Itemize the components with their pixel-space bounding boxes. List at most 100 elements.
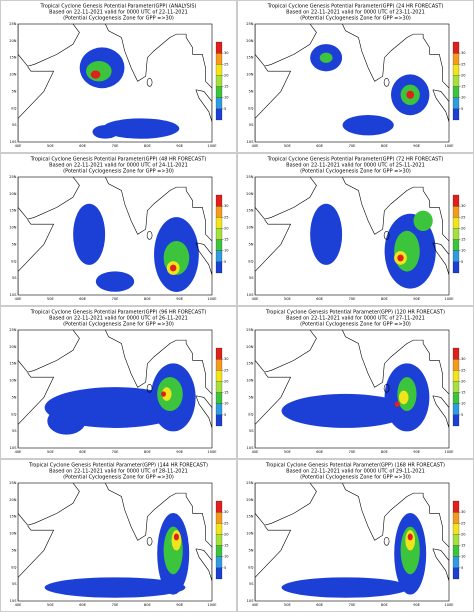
lat-label: 10N xyxy=(246,532,254,536)
lon-label: 90E xyxy=(176,450,184,454)
lat-label: 20N xyxy=(9,39,17,43)
colorbar-swatch xyxy=(215,194,223,207)
lon-label: 50E xyxy=(284,603,292,607)
lat-label: 20N xyxy=(9,192,17,196)
gpp-zone xyxy=(173,533,179,541)
lat-label: 10S xyxy=(10,140,18,144)
lon-label: 40E xyxy=(252,297,260,301)
lat-label: 10S xyxy=(247,599,255,603)
colorbar-tick-label: 25 xyxy=(224,368,229,372)
lat-label: 15N xyxy=(246,362,254,366)
colorbar-swatch xyxy=(452,381,460,393)
lon-label: 40E xyxy=(15,603,23,607)
coastline xyxy=(18,372,55,448)
colorbar-tick-label: 15 xyxy=(224,544,229,548)
colorbar-swatch xyxy=(215,392,223,404)
colorbar-tick-label: 5 xyxy=(461,413,463,417)
colorbar-swatch xyxy=(215,512,223,524)
colorbar-swatch xyxy=(452,75,460,87)
coastline xyxy=(255,219,292,295)
sri-lanka xyxy=(146,231,153,240)
lon-label: 70E xyxy=(112,450,120,454)
coastline xyxy=(18,66,55,142)
gpp-zone xyxy=(44,577,186,598)
gpp-zone xyxy=(281,577,410,598)
gpp-zone xyxy=(90,70,101,79)
map-frame xyxy=(254,329,450,449)
colorbar-tick-label: 20 xyxy=(224,226,229,230)
map xyxy=(255,483,449,601)
colorbar-tick-label: 5 xyxy=(224,413,226,417)
lon-label: 60E xyxy=(79,144,87,148)
panel: Tropical Cyclone Genesis Potential Param… xyxy=(0,0,237,153)
lon-label: 100E xyxy=(207,603,217,607)
colorbar-swatch xyxy=(452,403,460,415)
lon-label: 40E xyxy=(15,297,23,301)
panel-note: (Potential Cyclogenesis Zone for GPP =>3… xyxy=(300,169,411,175)
gpp-zone xyxy=(92,125,119,139)
gpp-zone xyxy=(397,254,404,262)
panel-subtitle: Based on 22-11-2021 valid for 0000 UTC o… xyxy=(49,469,188,475)
lat-label: 10S xyxy=(247,446,255,450)
lat-label: 25N xyxy=(246,22,254,26)
colorbar-tick-label: 15 xyxy=(461,85,466,89)
lon-label: 50E xyxy=(47,603,55,607)
panel: Tropical Cyclone Genesis Potential Param… xyxy=(0,153,237,306)
lat-label: 10S xyxy=(247,293,255,297)
lat-label: 10N xyxy=(9,73,17,77)
lon-label: 40E xyxy=(15,144,23,148)
lon-label: 100E xyxy=(444,297,454,301)
lat-label: 10N xyxy=(9,379,17,383)
lat-label: 25N xyxy=(246,328,254,332)
lat-label: 20N xyxy=(9,498,17,502)
colorbar-swatch xyxy=(452,500,460,513)
panel-subtitle: Based on 22-11-2021 valid for 0000 UTC o… xyxy=(286,10,425,16)
gpp-zone xyxy=(398,390,409,405)
colorbar-swatch xyxy=(452,108,460,121)
coastline xyxy=(105,24,212,89)
lat-label: EQ xyxy=(248,106,253,110)
lat-label: 5N xyxy=(12,242,17,246)
lat-label: 20N xyxy=(246,192,254,196)
colorbar-swatch xyxy=(215,359,223,371)
lat-label: 5N xyxy=(249,548,254,552)
lat-label: 10N xyxy=(246,379,254,383)
colorbar-swatch xyxy=(452,556,460,568)
coastline xyxy=(255,483,317,526)
lon-label: 60E xyxy=(316,144,324,148)
colorbar-swatch xyxy=(215,567,223,580)
colorbar-tick-label: 5 xyxy=(224,107,226,111)
colorbar-swatch xyxy=(215,381,223,393)
colorbar-swatch xyxy=(452,239,460,251)
colorbar-tick-label: 30 xyxy=(461,357,466,361)
panel-border xyxy=(0,306,237,459)
panel: Tropical Cyclone Genesis Potential Param… xyxy=(237,459,474,612)
lat-label: 15N xyxy=(246,56,254,60)
sri-lanka xyxy=(383,231,390,240)
colorbar-tick-label: 10 xyxy=(461,249,466,253)
colorbar-tick-label: 5 xyxy=(461,566,463,570)
lon-label: 70E xyxy=(349,297,357,301)
map-frame xyxy=(17,23,213,143)
colorbar-tick-label: 25 xyxy=(461,521,466,525)
colorbar-swatch xyxy=(215,97,223,109)
sri-lanka xyxy=(383,384,390,393)
colorbar-tick-label: 15 xyxy=(461,544,466,548)
lat-label: 10N xyxy=(9,532,17,536)
panel-title: Tropical Cyclone Genesis Potential Param… xyxy=(28,463,208,469)
colorbar-tick-label: 15 xyxy=(461,391,466,395)
map xyxy=(255,24,449,142)
colorbar-tick-label: 10 xyxy=(461,402,466,406)
lon-label: 40E xyxy=(15,450,23,454)
colorbar-tick-label: 15 xyxy=(224,85,229,89)
lat-label: 15N xyxy=(9,362,17,366)
gpp-zone xyxy=(47,407,86,435)
sri-lanka xyxy=(146,78,153,87)
lon-label: 80E xyxy=(144,450,152,454)
colorbar-swatch xyxy=(452,261,460,274)
lat-label: 15N xyxy=(9,209,17,213)
gpp-zone xyxy=(73,203,106,265)
colorbar-tick-label: 30 xyxy=(224,357,229,361)
colorbar-tick-label: 20 xyxy=(461,73,466,77)
colorbar-tick-label: 25 xyxy=(461,62,466,66)
